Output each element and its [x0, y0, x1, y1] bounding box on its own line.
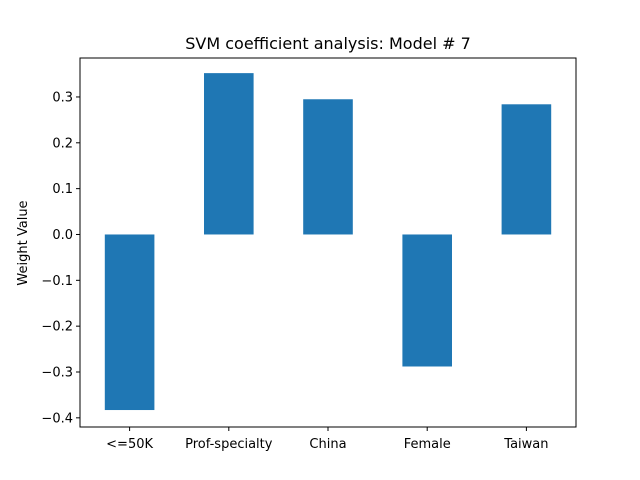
y-axis-label: Weight Value [16, 200, 31, 285]
x-tick-label: Female [404, 437, 451, 452]
bar-2 [303, 99, 353, 235]
bar-4 [501, 104, 552, 235]
x-ticks-group: <=50K Prof-specialty China Female Taiwan [106, 427, 549, 452]
bar-1 [204, 73, 254, 235]
chart-title: SVM coefficient analysis: Model # 7 [185, 34, 471, 53]
y-tick-label: −0.2 [41, 320, 73, 335]
plot-frame [79, 57, 577, 428]
y-tick-label: 0.0 [52, 228, 73, 243]
y-tick-label: −0.1 [41, 274, 73, 289]
y-tick-label: −0.3 [41, 365, 73, 380]
y-tick-label: 0.2 [52, 136, 73, 151]
y-tick-label: 0.1 [52, 182, 73, 197]
x-tick-label: China [309, 437, 346, 452]
y-tick-label: −0.4 [41, 411, 73, 426]
bar-0 [104, 234, 155, 411]
x-tick-label: <=50K [106, 437, 153, 452]
bar-3 [402, 234, 452, 367]
x-tick-label: Taiwan [503, 437, 548, 452]
bars-group [104, 73, 552, 411]
x-tick-label: Prof-specialty [185, 437, 273, 452]
y-ticks-group: −0.4 −0.3 −0.2 −0.1 0.0 0.1 0.2 0.3 [41, 90, 80, 426]
y-tick-label: 0.3 [52, 90, 73, 105]
